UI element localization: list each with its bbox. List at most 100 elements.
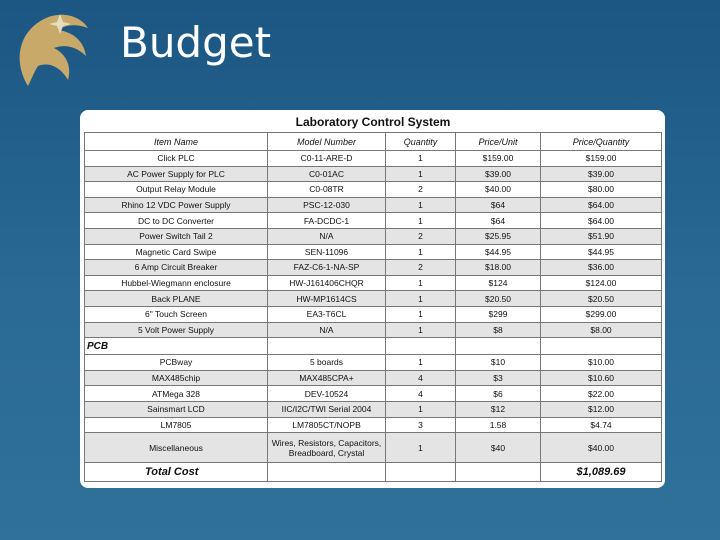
cell: $8.00 — [539, 321, 663, 339]
cell: 5 Volt Power Supply — [84, 321, 268, 339]
cell: PCBway — [84, 354, 268, 371]
cell: MAX485chip — [84, 369, 268, 387]
section-title: PCB — [84, 337, 268, 356]
cell: DC to DC Converter — [84, 212, 268, 229]
cell: LM7805 — [84, 416, 268, 434]
cell: 1 — [385, 165, 456, 183]
cell: $20.50 — [455, 290, 541, 307]
total-row: Total Cost $1,089.69 — [84, 462, 663, 483]
cell: $124.00 — [539, 274, 663, 292]
cell: MAX485CPA+ — [267, 369, 386, 387]
cell: 1 — [385, 212, 456, 229]
table-row: ATMega 328 DEV-10524 4 $6 $22.00 — [84, 385, 663, 402]
cell: $6 — [455, 385, 541, 402]
cell: 2 — [385, 259, 456, 276]
column-header: Price/Unit — [455, 132, 541, 151]
cell: Power Switch Tail 2 — [84, 227, 268, 245]
cell: Sainsmart LCD — [84, 400, 268, 418]
cell: $159.00 — [455, 150, 541, 167]
cell — [267, 462, 386, 483]
logo — [19, 14, 88, 86]
cell: 2 — [385, 227, 456, 245]
cell: C0-01AC — [267, 165, 386, 183]
cell: $40.00 — [455, 181, 541, 198]
cell: 1.58 — [455, 416, 541, 434]
cell: $299.00 — [539, 305, 663, 323]
cell: IIC/I2C/TWI Serial 2004 — [267, 400, 386, 418]
cell: FAZ-C6-1-NA-SP — [267, 259, 386, 276]
column-header: Price/Quantity — [539, 132, 663, 151]
cell: $20.50 — [539, 290, 663, 307]
column-header: Quantity — [385, 132, 456, 151]
table-row: Sainsmart LCD IIC/I2C/TWI Serial 2004 1 $12… — [84, 400, 663, 418]
budget-table: Laboratory Control System Item Name Model … — [84, 112, 663, 483]
section-row: PCB — [84, 337, 663, 356]
table-row: Power Switch Tail 2 N/A 2 $25.95 $51.90 — [84, 227, 663, 245]
cell: C0-08TR — [267, 181, 386, 198]
cell — [385, 337, 456, 356]
column-header: Item Name — [84, 132, 268, 151]
cell: 6 Amp Circuit Breaker — [84, 259, 268, 276]
cell: 1 — [385, 150, 456, 167]
cell: $124 — [455, 274, 541, 292]
cell: 1 — [385, 321, 456, 339]
column-header: Model Number — [267, 132, 386, 151]
cell: $4.74 — [539, 416, 663, 434]
cell: 2 — [385, 181, 456, 198]
table-row: Miscellaneous Wires, Resistors, Capacitor… — [84, 432, 663, 464]
cell: $10.60 — [539, 369, 663, 387]
cell: $12.00 — [539, 400, 663, 418]
table-row: MAX485chip MAX485CPA+ 4 $3 $10.60 — [84, 369, 663, 387]
table-row: Click PLC C0-11-ARE-D 1 $159.00 $159.00 — [84, 150, 663, 167]
cell: Wires, Resistors, Capacitors, Breadboard… — [267, 432, 386, 464]
cell: $10 — [455, 354, 541, 371]
slide-title: Budget — [120, 18, 272, 67]
cell: ATMega 328 — [84, 385, 268, 402]
cell: DEV-10524 — [267, 385, 386, 402]
cell: $64 — [455, 212, 541, 229]
cell: $40 — [455, 432, 541, 464]
table-row: 5 Volt Power Supply N/A 1 $8 $8.00 — [84, 321, 663, 339]
cell: 1 — [385, 400, 456, 418]
cell — [267, 337, 386, 356]
cell: Magnetic Card Swipe — [84, 243, 268, 261]
cell: $22.00 — [539, 385, 663, 402]
table-row: PCBway 5 boards 1 $10 $10.00 — [84, 354, 663, 371]
header-row: Item Name Model Number Quantity Price/Unit P… — [84, 132, 663, 151]
cell: HW-J161406CHQR — [267, 274, 386, 292]
cell: $51.90 — [539, 227, 663, 245]
cell: N/A — [267, 227, 386, 245]
cell: SEN-11096 — [267, 243, 386, 261]
cell — [539, 337, 663, 356]
cell: 1 — [385, 196, 456, 214]
table-row: LM7805 LM7805CT/NOPB 3 1.58 $4.74 — [84, 416, 663, 434]
cell: HW-MP1614CS — [267, 290, 386, 307]
cell — [385, 462, 456, 483]
cell: $25.95 — [455, 227, 541, 245]
cell: FA-DCDC-1 — [267, 212, 386, 229]
cell: 1 — [385, 243, 456, 261]
cell: 1 — [385, 274, 456, 292]
cell: Rhino 12 VDC Power Supply — [84, 196, 268, 214]
table-row: Rhino 12 VDC Power Supply PSC-12-030 1 $64 $… — [84, 196, 663, 214]
cell: $299 — [455, 305, 541, 323]
cell: Miscellaneous — [84, 432, 268, 464]
cell: $80.00 — [539, 181, 663, 198]
cell: Back PLANE — [84, 290, 268, 307]
cell: 1 — [385, 354, 456, 371]
table-row: DC to DC Converter FA-DCDC-1 1 $64 $64.00 — [84, 212, 663, 229]
cell: $64.00 — [539, 196, 663, 214]
cell: Output Relay Module — [84, 181, 268, 198]
table-row: Output Relay Module C0-08TR 2 $40.00 $80.00 — [84, 181, 663, 198]
cell: $8 — [455, 321, 541, 339]
table-row: 6 Amp Circuit Breaker FAZ-C6-1-NA-SP 2 $18.… — [84, 259, 663, 276]
table-row: 6" Touch Screen EA3-T6CL 1 $299 $299.00 — [84, 305, 663, 323]
cell: $159.00 — [539, 150, 663, 167]
total-label: Total Cost — [84, 462, 268, 483]
cell: Click PLC — [84, 150, 268, 167]
table-card: Laboratory Control System Item Name Model … — [80, 110, 665, 488]
cell — [455, 462, 541, 483]
table-row: Back PLANE HW-MP1614CS 1 $20.50 $20.50 — [84, 290, 663, 307]
cell: $10.00 — [539, 354, 663, 371]
